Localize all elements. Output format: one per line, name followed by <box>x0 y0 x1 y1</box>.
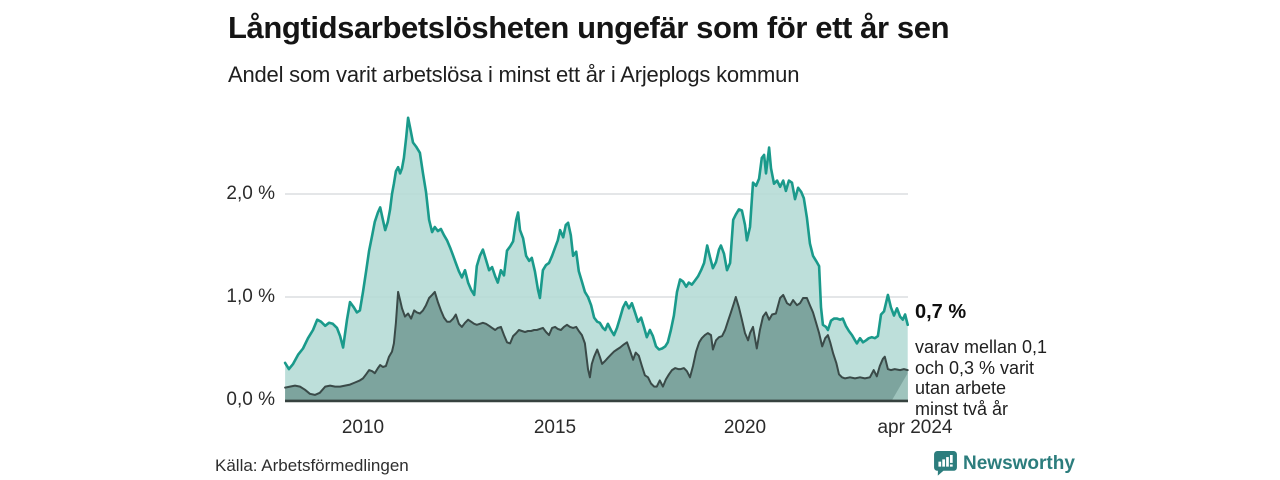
x-tick-2020: 2020 <box>723 417 767 438</box>
note-line: utan arbete <box>915 378 1007 398</box>
y-tick-0: 0,0 % <box>226 389 275 410</box>
note-line: och 0,3 % varit <box>915 357 1035 378</box>
series-annotation-note: varav mellan 0,1 och 0,3 % varit utan ar… <box>915 337 1065 419</box>
source-credit: Källa: Arbetsförmedlingen <box>215 456 409 475</box>
newsworthy-logo-icon <box>934 451 957 476</box>
chart-subtitle: Andel som varit arbetslösa i minst ett å… <box>228 62 800 87</box>
x-tick-apr-2024: apr 2024 <box>877 417 953 438</box>
x-tick-2010: 2010 <box>341 417 385 438</box>
note-line: varav mellan 0,1 <box>915 337 1048 357</box>
newsworthy-wordmark: Newsworthy <box>963 453 1075 474</box>
x-tick-2015: 2015 <box>533 417 577 438</box>
y-tick-2: 2,0 % <box>226 183 275 204</box>
note-line: minst två år <box>915 398 1009 419</box>
y-tick-1: 1,0 % <box>226 286 275 307</box>
series-end-value-label: 0,7 % <box>915 301 967 323</box>
page-title: Långtidsarbetslösheten ungefär som för e… <box>228 10 950 45</box>
